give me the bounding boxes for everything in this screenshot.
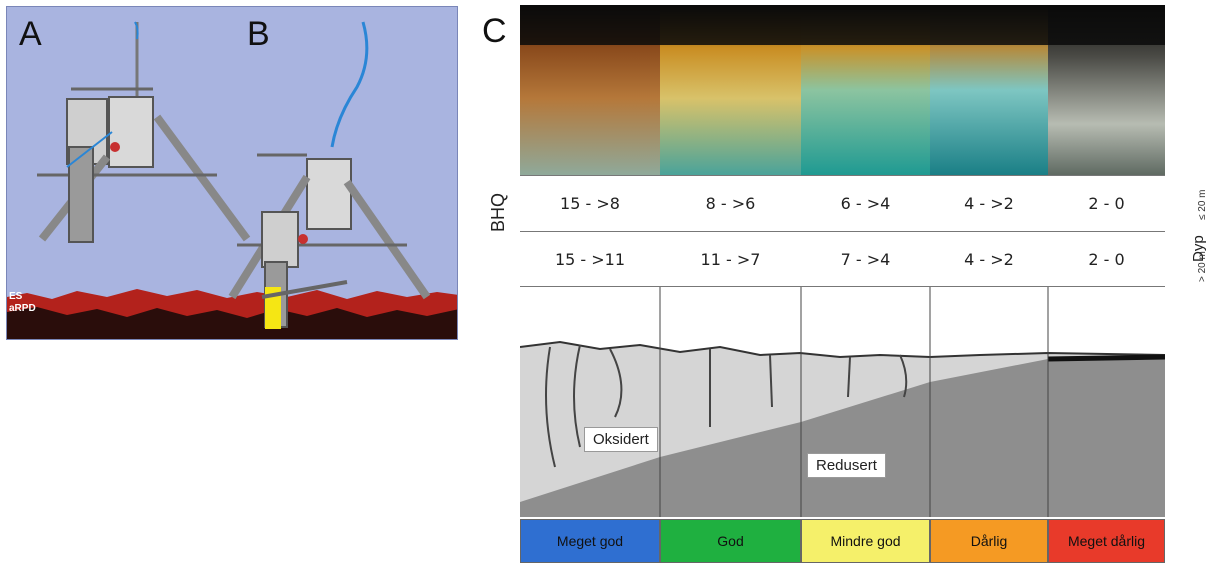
grid-divider — [520, 286, 1165, 287]
bhq-cell: 2 - 0 — [1088, 193, 1125, 213]
panel-letter-b: B — [247, 15, 270, 53]
class-mindre-god: Mindre god — [801, 519, 930, 563]
bhq-cell: 4 - >2 — [964, 249, 1014, 269]
bhq-cell: 11 - >7 — [700, 249, 761, 269]
bhq-cell: 2 - 0 — [1088, 249, 1125, 269]
bhq-cell: 7 - >4 — [840, 249, 891, 269]
depth-tick-shallow: ≤ 20 m — [1197, 189, 1208, 221]
camera-rig-a — [37, 21, 251, 243]
class-meget-darlig: Meget dårlig — [1048, 519, 1165, 563]
classification-bar: Meget god God Mindre god Dårlig Meget då… — [520, 519, 1165, 565]
bhq-row-2: 15 - >11 11 - >7 7 - >4 4 - >2 2 - 0 — [520, 231, 1165, 287]
bhq-score-table: 15 - >8 8 - >6 6 - >4 4 - >2 2 - 0 15 - … — [520, 175, 1165, 287]
class-darlig: Dårlig — [930, 519, 1048, 563]
bhq-cell: 8 - >6 — [705, 193, 756, 213]
class-god: God — [660, 519, 801, 563]
class-meget-god: Meget god — [520, 519, 660, 563]
es-label: ES — [9, 291, 23, 302]
reduced-zone-label: Redusert — [807, 453, 886, 478]
oxidized-zone-label: Oksidert — [584, 427, 658, 452]
bhq-cell: 15 - >8 — [560, 193, 620, 213]
grid-divider — [520, 231, 1165, 232]
bhq-cell: 4 - >2 — [964, 193, 1014, 213]
panel-letter-a: A — [19, 15, 42, 53]
camera-rigs-graphic — [7, 21, 457, 339]
sediment-profile-drawing: Oksidert Redusert — [519, 287, 1166, 517]
camera-rig-b — [228, 21, 431, 329]
bhq-axis-label: BHQ — [488, 192, 508, 232]
bhq-row-1: 15 - >8 8 - >6 6 - >4 4 - >2 2 - 0 — [520, 175, 1165, 231]
camera-illustration-panel: A B ES aRPD — [6, 6, 458, 340]
grid-divider — [520, 175, 1165, 176]
sediment-photo-strip — [520, 5, 1165, 175]
arpd-label: aRPD — [9, 303, 36, 314]
bhq-cell: 6 - >4 — [840, 193, 891, 213]
panel-letter-c: C — [482, 12, 507, 50]
depth-tick-deep: > 20 m — [1197, 251, 1208, 282]
bhq-cell: 15 - >11 — [554, 249, 626, 269]
